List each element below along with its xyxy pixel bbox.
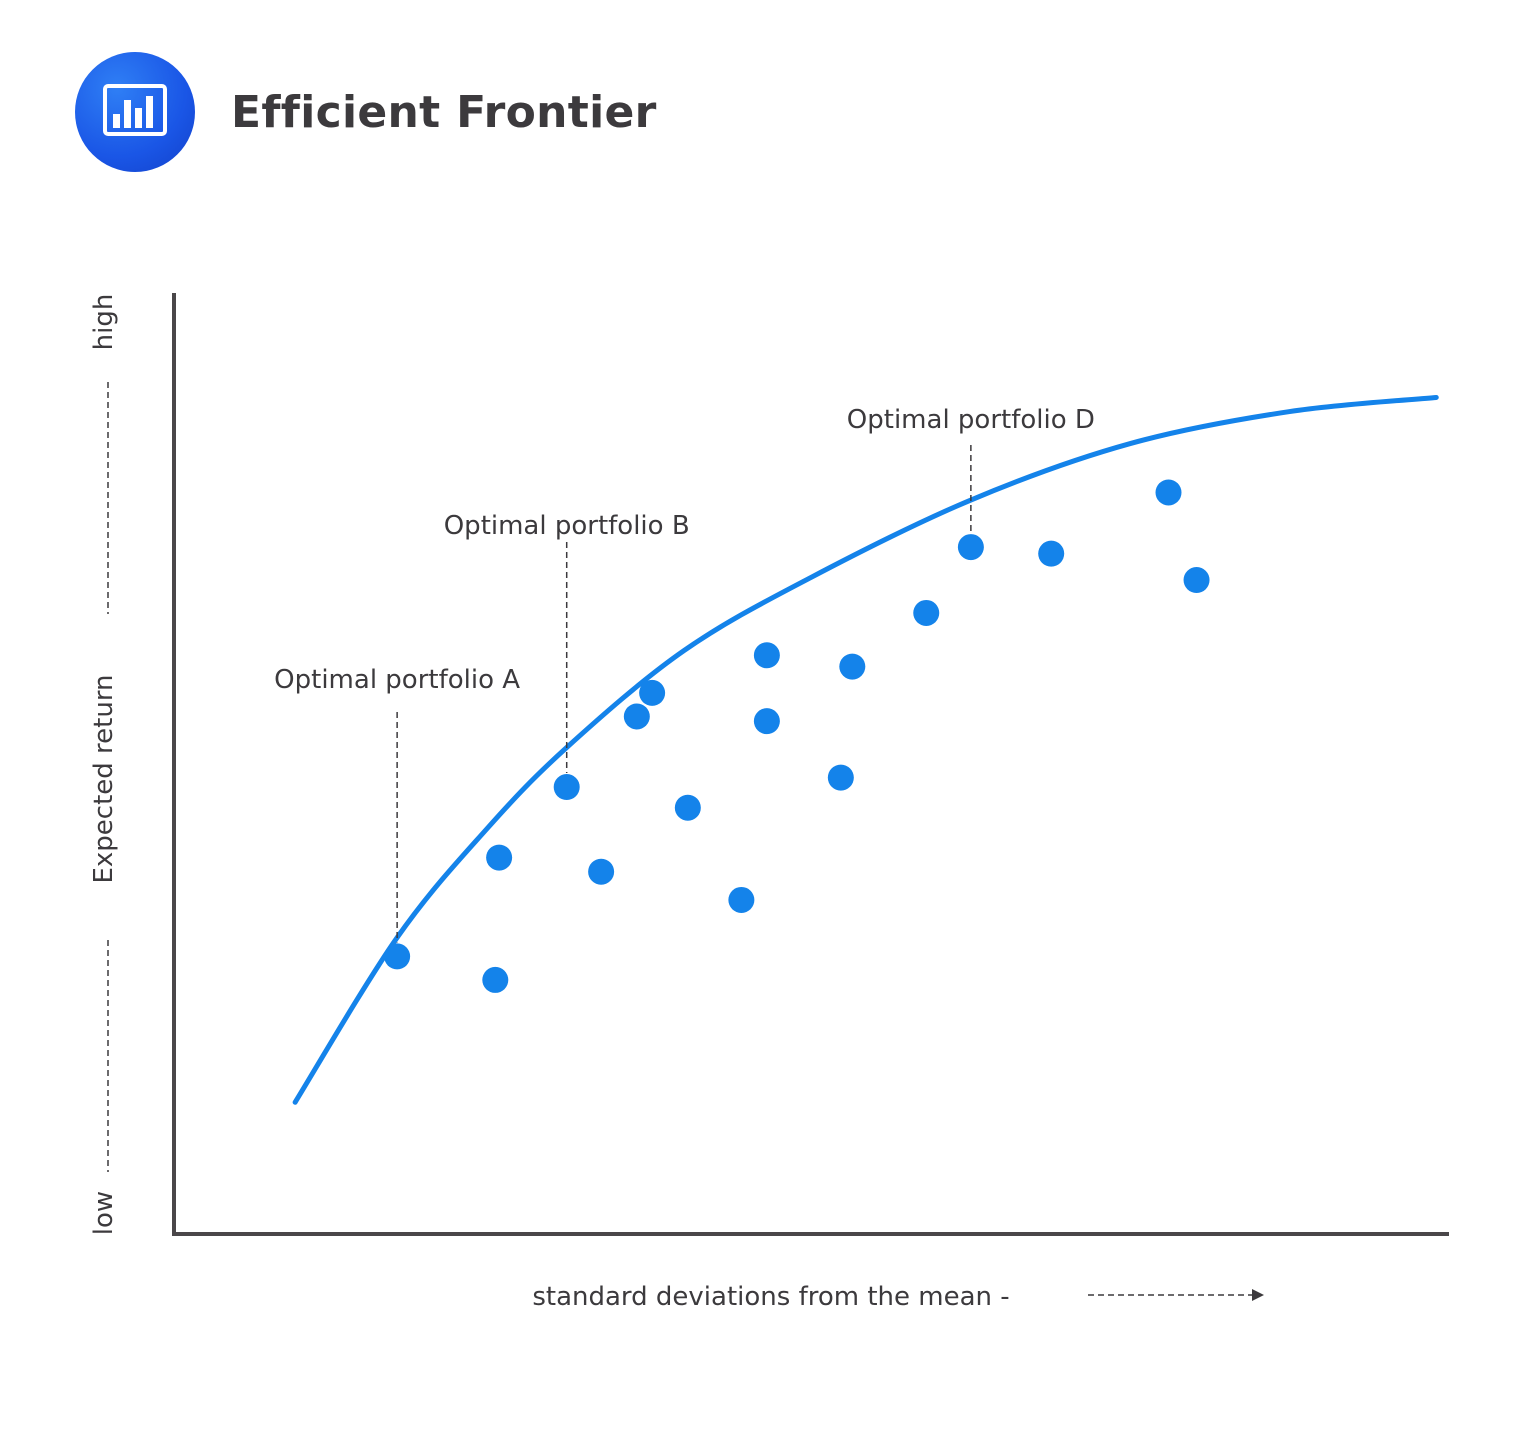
x-axis-arrow-head — [1252, 1289, 1264, 1301]
portfolio-point — [1155, 479, 1182, 506]
portfolio-point — [482, 966, 509, 993]
portfolio-point — [753, 708, 780, 735]
portfolio-point — [623, 703, 650, 730]
portfolio-point — [639, 679, 666, 706]
annotation-label: Optimal portfolio D — [847, 405, 1095, 435]
portfolio-point — [553, 774, 580, 801]
x-axis-label: standard deviations from the mean - — [532, 1282, 1009, 1312]
logo — [75, 52, 195, 172]
page-title: Efficient Frontier — [231, 86, 657, 138]
portfolio-point — [1038, 540, 1065, 567]
portfolio-point — [728, 886, 755, 913]
portfolio-point — [957, 534, 984, 561]
efficient-frontier-curve — [292, 394, 1439, 1105]
portfolio-point — [839, 653, 866, 680]
y-axis-label: Expected return — [89, 674, 119, 883]
y-high-label: high — [89, 294, 119, 351]
annotation-label: Optimal portfolio B — [444, 511, 690, 541]
portfolio-point — [588, 858, 615, 885]
annotation-label: Optimal portfolio A — [274, 665, 520, 695]
y-low-label: low — [89, 1191, 119, 1235]
bar-chart-icon — [103, 84, 167, 136]
portfolio-point — [827, 764, 854, 791]
portfolio-point — [674, 794, 701, 821]
portfolio-point — [1183, 567, 1210, 594]
header: Efficient Frontier — [75, 52, 657, 172]
portfolio-point — [486, 844, 513, 871]
portfolio-point — [384, 943, 411, 970]
portfolio-point — [913, 599, 940, 626]
portfolio-point — [753, 642, 780, 669]
